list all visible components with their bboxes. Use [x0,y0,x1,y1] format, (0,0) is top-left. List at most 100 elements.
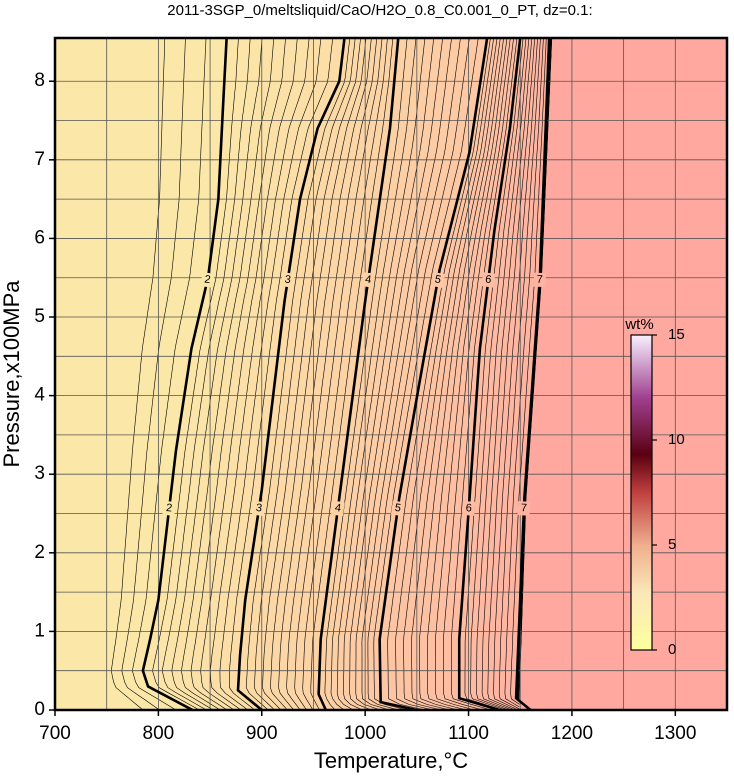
plot-area: 2 2 3 3 4 4 5 5 6 6 7 7 [53,36,729,712]
minor-contour [228,38,333,710]
minor-contour [121,38,186,710]
contour-band [337,38,434,710]
minor-contour [310,38,394,710]
x-tick-label: 900 [246,723,278,744]
contour-label-bg [361,272,376,288]
minor-contour [470,38,527,710]
minor-contour [387,38,491,710]
contour-band [210,38,321,710]
contour-band [200,38,310,710]
minor-contour [190,38,286,710]
contour-band [162,38,262,710]
contour-band [493,38,541,710]
plot-frame [53,36,729,712]
colorbar-tick-label: 0 [668,641,676,658]
contour-band [294,38,388,710]
y-tick-label: 7 [34,149,45,170]
minor-contour [110,38,166,710]
major-contour [514,38,551,710]
minor-contour [324,38,408,710]
contour-band [318,38,408,710]
contour-label: 7 [521,502,528,514]
contour-label: 7 [536,274,543,286]
minor-contour [302,38,388,710]
colorbar-tick-label: 10 [668,431,685,448]
contour-label-bg [481,272,496,288]
contour-band [343,38,443,710]
minor-contour [294,38,383,710]
contour-band [504,38,547,710]
contour-band [379,38,491,710]
minor-contour [464,38,524,710]
contour-band [331,38,425,710]
contour-label: 6 [465,502,472,514]
minor-contour [181,38,275,710]
contour-band [361,38,470,710]
contour-band [191,38,298,710]
minor-contour [262,38,361,710]
minor-contour [395,38,495,710]
y-tick-label: 1 [34,620,45,641]
minor-contour [419,38,504,710]
y-tick-label: 6 [34,227,45,248]
minor-contour [493,38,538,710]
chart-title: 2011-3SGP_0/meltsliquid/CaO/H2O_0.8_C0.0… [167,2,592,19]
contour-label-bg [200,272,215,288]
y-tick-label: 3 [34,463,45,484]
minor-contour [245,38,351,710]
contour-band [443,38,517,710]
contour-label-bg [390,500,405,517]
contour-band [278,38,377,710]
contour-label: 4 [334,502,342,515]
major-contour [236,38,346,710]
colorbar [630,334,653,651]
minor-contour [361,38,461,710]
contour-band [487,38,538,710]
minor-contour [487,38,535,710]
minor-contour [435,38,511,710]
contour-band [286,38,383,710]
contour-label-bg [430,271,446,288]
contour-label: 2 [165,502,172,515]
minor-contour [209,38,310,710]
contour-label-bg [252,500,266,517]
contour-band [387,38,494,710]
contour-label: 6 [485,273,493,286]
contour-band [219,38,333,710]
minor-contour [510,38,547,710]
contour-label-bg [162,500,176,517]
minor-contour [403,38,498,710]
minor-contour [442,38,514,710]
colorbar-tick-label: 15 [668,326,685,343]
minor-contour [355,38,452,710]
y-tick-label: 0 [34,699,45,720]
minor-contour [152,38,239,710]
x-tick-label: 800 [143,723,175,744]
minor-contour [278,38,372,710]
minor-contour [349,38,443,710]
minor-contour [270,38,367,710]
y-tick-label: 2 [34,542,45,563]
minor-contour [161,38,251,710]
contour-band [349,38,452,710]
minor-contour [450,38,518,710]
contour-band [403,38,501,710]
minor-contour [373,38,479,710]
contour-label: 2 [204,273,212,286]
minor-contour [330,38,417,710]
minor-contour [219,38,322,710]
high-region [519,38,727,710]
minor-contour [286,38,377,710]
major-contour [141,38,228,710]
contour-label-bg [517,501,531,516]
x-tick-label: 1100 [448,723,489,744]
x-tick-label: 1200 [551,723,593,744]
major-contour [457,38,522,710]
plot-content: 2 2 3 3 4 4 5 5 6 6 7 7 [55,38,727,710]
x-axis-label: Temperature,°C [314,748,468,773]
y-tick-label: 8 [34,70,45,91]
contour-band [270,38,372,710]
minor-contour [200,38,298,710]
minor-contour [367,38,470,710]
contour-label-bg [462,500,476,516]
